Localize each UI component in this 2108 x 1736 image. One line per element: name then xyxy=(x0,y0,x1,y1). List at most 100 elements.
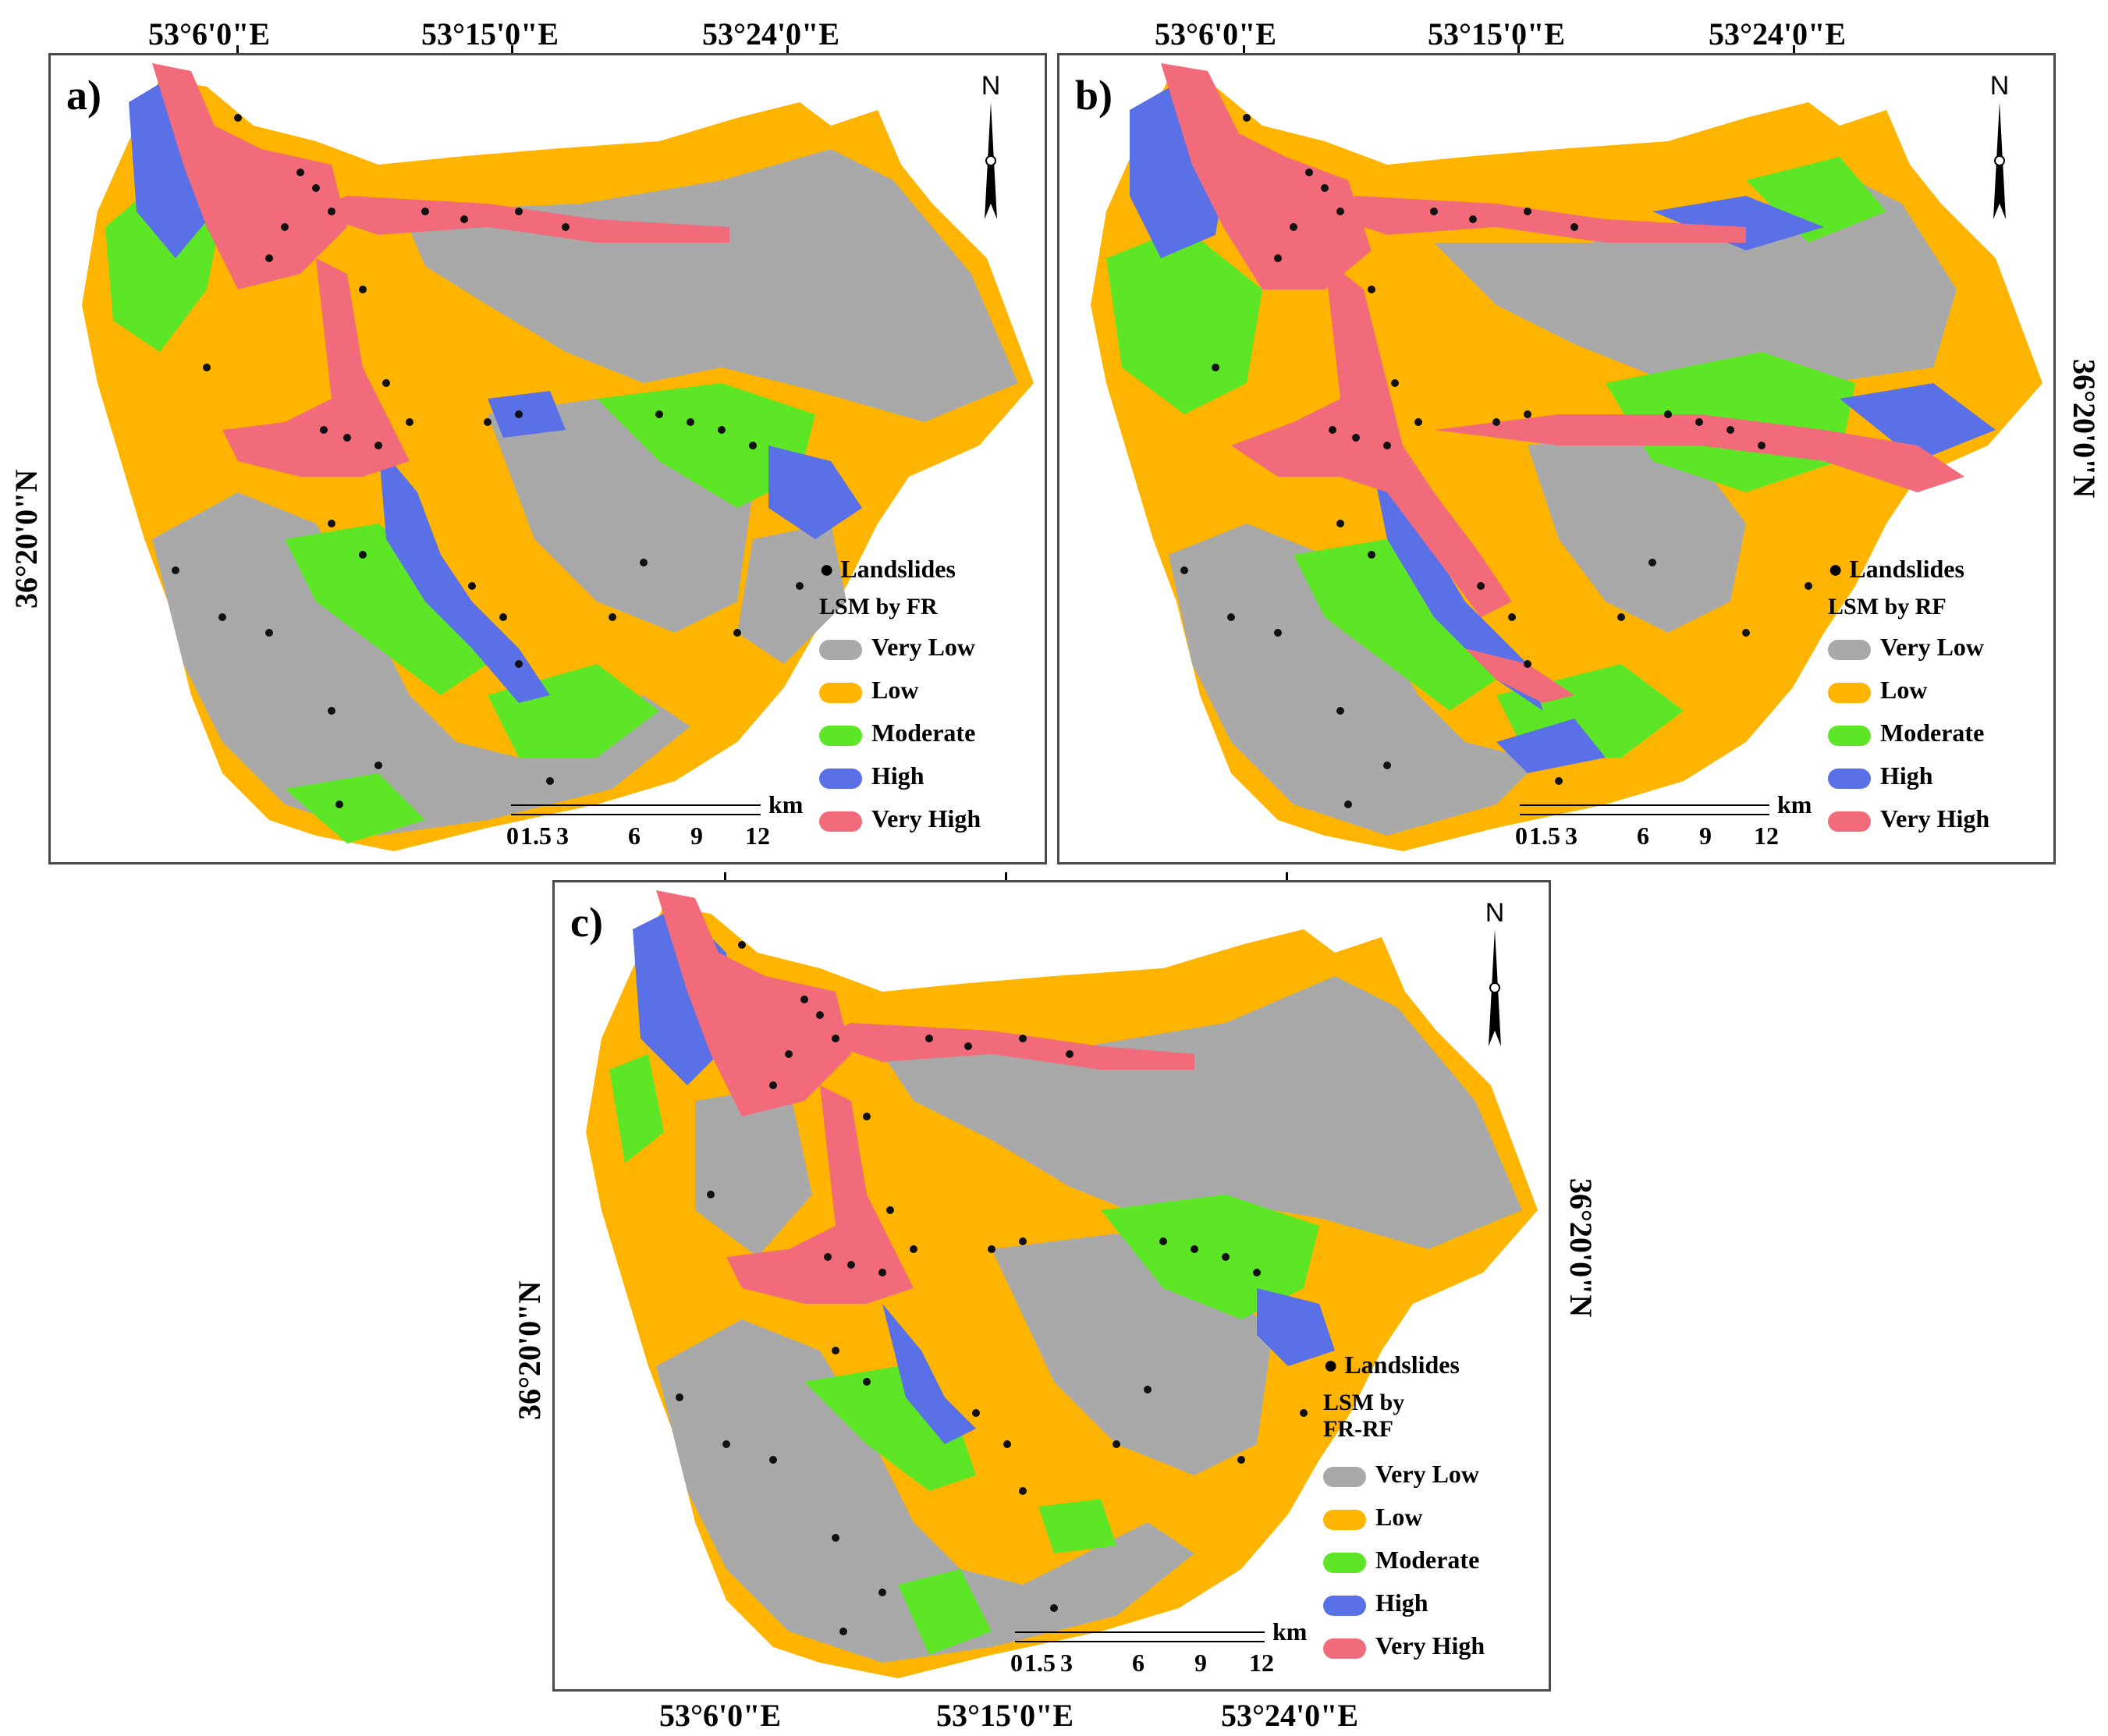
north-arrow-c: N xyxy=(1475,898,1514,1046)
scale-label-0: 0 xyxy=(1010,1649,1023,1677)
legend-class-very-low: Very Low xyxy=(871,633,976,661)
tick-c-top-1 xyxy=(724,872,726,882)
scale-label-3: 6 xyxy=(1132,1649,1144,1677)
map-c-svg xyxy=(586,890,1538,1678)
tick-a-top-3 xyxy=(786,45,789,55)
map-c-moderate-zones xyxy=(609,1054,1319,1655)
lat-label-c: 36°20'0"N xyxy=(512,1280,547,1420)
legend-points-label: Landslides xyxy=(1344,1351,1460,1379)
legend-b-classes: Very Low Low Moderate High Very High xyxy=(1828,633,2046,847)
legend-class-very-high: Very High xyxy=(1880,804,1990,832)
legend-b: ● Landslides LSM by RF Very Low Low Mode… xyxy=(1828,555,2046,847)
north-arrow-icon xyxy=(985,102,997,219)
map-a-very-high-zones xyxy=(152,63,729,477)
map-panel-b: b) N ● Landslides LSM by RF Very Low Low… xyxy=(1057,53,2056,864)
tick-b-top-2 xyxy=(1517,45,1520,55)
legend-a-points: ● Landslides xyxy=(819,555,956,583)
scale-label-4: 9 xyxy=(1699,822,1712,850)
map-panel-a: a) N ● Landslides LSM by FR Very Low Low… xyxy=(48,53,1047,864)
legend-a-classes: Very Low Low Moderate High Very High xyxy=(819,633,1038,847)
scale-label-0: 0 xyxy=(506,822,519,850)
legend-class-high: High xyxy=(871,761,924,790)
legend-class-moderate: Moderate xyxy=(1880,719,1985,747)
panel-label-a: a) xyxy=(66,72,101,119)
legend-class-very-low: Very Low xyxy=(1880,633,1985,661)
map-b-svg xyxy=(1091,63,2042,851)
scale-bar-unit: km xyxy=(1777,790,1812,818)
legend-class-very-low: Very Low xyxy=(1375,1460,1480,1488)
north-arrow-a: N xyxy=(971,71,1010,219)
scale-label-1: 1.5 xyxy=(1529,822,1560,850)
scale-label-3: 6 xyxy=(1637,822,1649,850)
scale-label-5: 12 xyxy=(1249,1649,1274,1677)
legend-a: ● Landslides LSM by FR Very Low Low Mode… xyxy=(819,555,1038,847)
legend-class-low: Low xyxy=(871,676,919,704)
map-panel-c: c) N ● Landslides LSM by FR-RF Very Low … xyxy=(552,880,1551,1692)
scale-bar-a: km 0 1.5 3 6 9 12 xyxy=(506,790,807,859)
north-arrow-label: N xyxy=(1485,898,1505,928)
map-a-landslide-points xyxy=(172,114,804,808)
tick-b-top-3 xyxy=(1793,45,1795,55)
lon-label-c-3: 53°24'0"E xyxy=(1221,1698,1358,1733)
lat-label-b: 36°20'0"N xyxy=(2067,359,2102,499)
lon-label-b-1: 53°6'0"E xyxy=(1155,16,1276,51)
scale-label-4: 9 xyxy=(690,822,703,850)
scale-bar-unit: km xyxy=(768,790,804,818)
legend-c-classes: Very Low Low Moderate High Very High xyxy=(1323,1460,1542,1674)
north-arrow-b: N xyxy=(1980,71,2019,219)
lat-label-c-right: 36°20'0"N xyxy=(1563,1178,1599,1318)
lon-label-a-1: 53°6'0"E xyxy=(148,16,270,51)
map-b-landslide-points xyxy=(1180,114,1812,808)
map-b-very-high-zones xyxy=(1161,63,1964,703)
scale-label-4: 9 xyxy=(1194,1649,1207,1677)
legend-class-high: High xyxy=(1375,1589,1428,1617)
legend-c-points: ● Landslides xyxy=(1323,1351,1460,1379)
legend-points-label: Landslides xyxy=(1849,555,1964,583)
tick-a-top-1 xyxy=(236,45,239,55)
legend-a-title: LSM by FR xyxy=(819,594,938,619)
legend-class-low: Low xyxy=(1880,676,1928,704)
scale-label-5: 12 xyxy=(1754,822,1779,850)
north-arrow-icon xyxy=(1993,102,2006,219)
legend-c: ● Landslides LSM by FR-RF Very Low Low M… xyxy=(1323,1351,1542,1674)
legend-class-very-high: Very High xyxy=(871,804,981,832)
legend-class-high: High xyxy=(1880,761,1933,790)
panel-label-b: b) xyxy=(1075,72,1113,119)
north-arrow-label: N xyxy=(981,71,1001,101)
legend-b-points: ● Landslides xyxy=(1828,555,1964,583)
lon-label-b-2: 53°15'0"E xyxy=(1428,16,1565,51)
legend-class-low: Low xyxy=(1375,1503,1423,1531)
legend-points-label: Landslides xyxy=(840,555,956,583)
lat-label-a: 36°20'0"N xyxy=(9,469,44,609)
scale-label-5: 12 xyxy=(745,822,770,850)
scale-label-1: 1.5 xyxy=(1024,1649,1056,1677)
lon-label-c-1: 53°6'0"E xyxy=(659,1698,781,1733)
scale-label-2: 3 xyxy=(556,822,569,850)
tick-b-top-1 xyxy=(1243,45,1245,55)
lon-label-b-3: 53°24'0"E xyxy=(1709,16,1846,51)
lon-label-a-3: 53°24'0"E xyxy=(702,16,839,51)
tick-a-top-2 xyxy=(511,45,513,55)
scale-bar-c: km 0 1.5 3 6 9 12 xyxy=(1010,1617,1311,1686)
tick-c-top-2 xyxy=(1005,872,1007,882)
map-a-moderate-zones xyxy=(105,180,815,843)
map-c-very-low-zones xyxy=(656,976,1522,1663)
map-a-svg xyxy=(82,63,1034,851)
legend-class-moderate: Moderate xyxy=(871,719,976,747)
scale-label-0: 0 xyxy=(1515,822,1528,850)
legend-class-very-high: Very High xyxy=(1375,1631,1485,1660)
scale-bar-b: km 0 1.5 3 6 9 12 xyxy=(1515,790,1816,859)
north-arrow-label: N xyxy=(1989,71,2010,101)
legend-b-title: LSM by RF xyxy=(1828,594,1947,619)
map-c-landslide-points xyxy=(676,941,1308,1635)
legend-c-title: LSM by FR-RF xyxy=(1323,1390,1405,1442)
scale-label-1: 1.5 xyxy=(520,822,552,850)
scale-label-2: 3 xyxy=(1060,1649,1073,1677)
map-c-very-high-zones xyxy=(656,890,1194,1304)
scale-label-3: 6 xyxy=(628,822,641,850)
tick-c-top-3 xyxy=(1286,872,1288,882)
scale-label-2: 3 xyxy=(1565,822,1577,850)
lon-label-a-2: 53°15'0"E xyxy=(421,16,559,51)
legend-class-moderate: Moderate xyxy=(1375,1546,1480,1574)
north-arrow-icon xyxy=(1489,929,1501,1046)
